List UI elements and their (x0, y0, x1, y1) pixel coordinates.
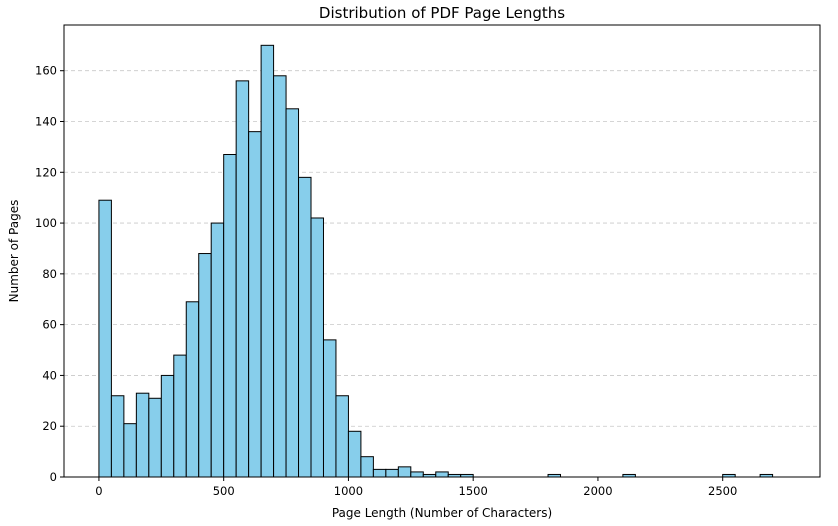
histogram-bar (298, 176, 312, 478)
histogram-bar (285, 108, 300, 478)
histogram-bar (435, 471, 449, 478)
x-axis-ticks: 0 500 1000 1500 2000 2500 (95, 477, 737, 498)
y-tick-label: 80 (42, 267, 57, 281)
histogram-bars (98, 44, 774, 478)
x-tick-label: 2500 (708, 484, 737, 498)
histogram-bar (310, 217, 324, 478)
x-tick-label: 1000 (334, 484, 363, 498)
y-tick-label: 120 (35, 165, 57, 179)
histogram-bar (385, 468, 399, 478)
y-tick-label: 20 (42, 419, 57, 433)
y-tick-label: 40 (42, 368, 57, 382)
histogram-bar (335, 395, 349, 478)
chart-title: Distribution of PDF Page Lengths (319, 4, 565, 22)
x-tick-label: 0 (95, 484, 102, 498)
histogram-bar (185, 301, 200, 478)
histogram-bar (223, 154, 237, 478)
histogram-bar (210, 222, 225, 478)
y-tick-label: 60 (42, 318, 57, 332)
histogram-bar (347, 430, 362, 478)
histogram-bar (372, 468, 387, 478)
plot-frame (63, 24, 821, 478)
histogram-bar (123, 423, 137, 478)
histogram-bar (248, 131, 262, 478)
histogram-bar (410, 471, 424, 478)
y-tick-label: 160 (35, 64, 57, 78)
histogram-bar (360, 456, 374, 478)
x-tick-label: 500 (213, 484, 235, 498)
y-tick-label: 100 (35, 216, 57, 230)
histogram-bar (148, 397, 162, 478)
x-tick-label: 1500 (459, 484, 488, 498)
y-tick-label: 0 (50, 470, 57, 484)
histogram-bar (273, 75, 287, 478)
histogram-bar (98, 199, 112, 478)
histogram-bar (198, 253, 212, 478)
x-axis-label: Page Length (Number of Characters) (332, 506, 552, 520)
histogram-bar (322, 339, 337, 478)
histogram-bar (160, 374, 175, 478)
x-tick-label: 2000 (583, 484, 612, 498)
histogram-bar (135, 392, 150, 478)
histogram-bar (397, 466, 412, 478)
histogram-bar (235, 80, 250, 478)
histogram-bar (173, 354, 187, 478)
histogram-bar (260, 44, 275, 478)
y-tick-label: 140 (35, 114, 57, 128)
y-axis-label: Number of Pages (7, 200, 21, 303)
y-axis-ticks: 0 20 40 60 80 100 120 140 160 (35, 64, 64, 484)
histogram-bar (110, 395, 125, 478)
